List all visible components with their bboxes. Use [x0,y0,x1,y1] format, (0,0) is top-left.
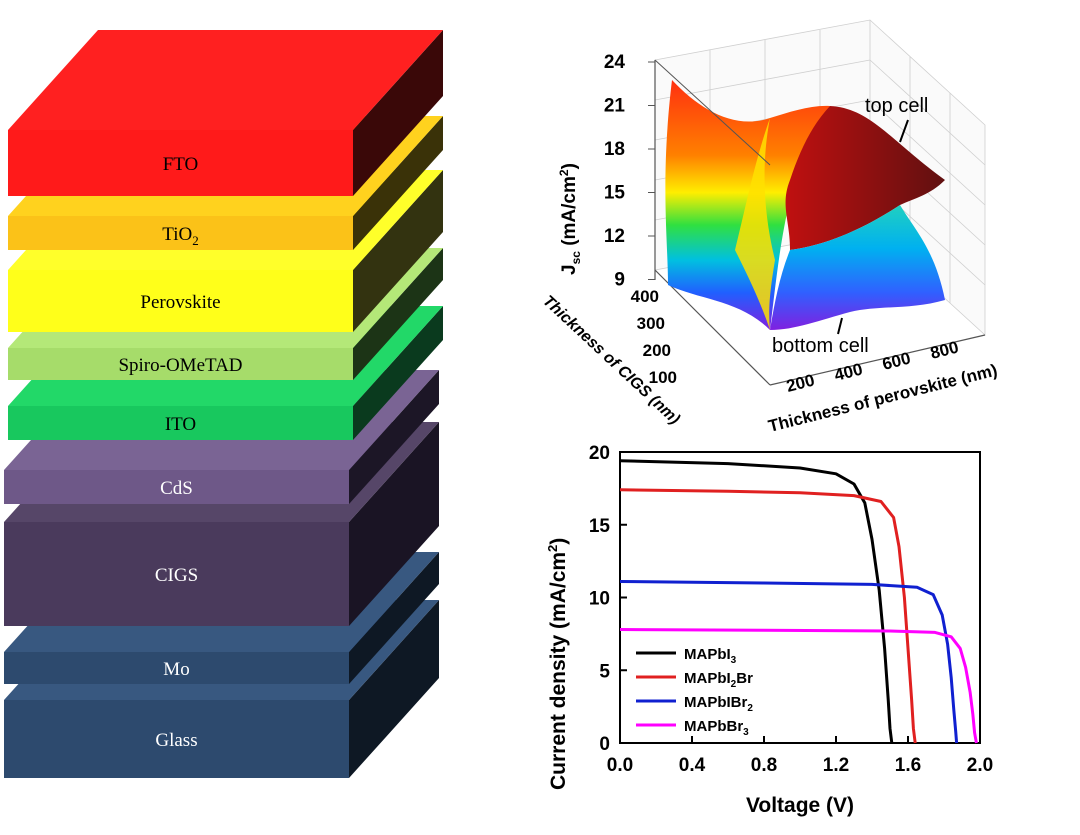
jsc-surface-plot: 24 21 18 15 12 9 400 300 200 100 200 400 600 800 Js… [539,19,999,436]
jv-legend: MAPbI3 MAPbI2Br MAPbIBr2 MAPbBr3 [636,646,753,738]
surface-z-tick-label: 24 [604,52,626,73]
surface-y-axis-label: Thickness of CIGS (nm) [539,292,683,428]
layer-fto-top-face [8,30,443,130]
surface-x-tick-label: 400 [832,360,864,385]
jv-x-axis-label: Voltage (V) [746,794,854,817]
jv-y-tick-label: 15 [589,516,611,537]
layer-spiro-side-face [353,248,443,380]
jv-legend-label-1: MAPbI3 [684,646,737,666]
jv-series-line-4 [619,628,978,744]
jv-series-line-1 [619,459,894,744]
jv-y-tick-label: 5 [599,661,610,682]
jv-x-tick-label: 2.0 [967,755,993,776]
layer-perovskite-label: Perovskite [140,292,220,313]
surface-z-tick-label: 18 [604,139,625,160]
surface-z-ticks: 24 21 18 15 12 9 [604,52,655,291]
surface-z-tick-label: 12 [604,226,625,247]
layer-cigs-side-face [349,422,439,626]
layer-perovskite-front-face [8,270,353,332]
annotation-bottom-cell: bottom cell [772,335,869,357]
annotation-bottom-cell-leader [837,317,843,335]
surface-y-tick-label: 300 [637,314,665,333]
surface-mesh [665,80,945,330]
jv-x-tick-label: 0.8 [751,755,777,776]
layer-tio2-front-face [8,216,353,250]
annotation-top-cell: top cell [865,95,928,117]
layer-cds-label: CdS [160,478,193,499]
jv-x-tick-label: 0.4 [679,755,706,776]
jv-x-tick-label: 1.2 [823,755,849,776]
jv-legend-label-3: MAPbIBr2 [684,694,753,714]
surface-bottom-cell-sheet [770,205,945,330]
layer-mo-label: Mo [163,659,189,680]
surface-z-tick-label: 21 [604,96,626,117]
layer-fto: FTO [8,30,443,196]
layer-cds-side-face [349,370,439,504]
jv-series-line-3 [619,580,959,744]
surface-z-tick-label: 9 [614,270,625,291]
surface-top-cell-plateau [785,106,945,250]
layer-fto-front-face [8,130,353,196]
layer-glass-side-face [349,600,439,778]
layer-ito-front-face [8,406,353,440]
layer-cds-front-face [4,470,349,504]
layer-tio2-side-face [353,116,443,250]
layer-glass-label: Glass [155,730,197,751]
layer-stack-diagram: GlassMoCIGSCdSITOSpiro-OMeTADPerovskiteT… [4,30,443,778]
jv-x-tick-label: 1.6 [895,755,921,776]
layer-mo-side-face [349,552,439,684]
surface-z-tick-label: 15 [604,183,626,204]
layer-cigs-front-face [4,522,349,626]
jv-y-tick-label: 0 [599,734,610,755]
annotation-top-cell-leader [899,119,909,143]
surface-front-edges [654,59,771,166]
layer-cigs-label: CIGS [155,565,198,586]
surface-z-axis-label: Jsc (mA/cm2) [557,163,583,275]
layer-ito-label: ITO [165,414,196,435]
jv-plot-frame [619,451,981,744]
surface-y-tick-label: 200 [643,341,671,360]
layer-fto-side-face [353,30,443,196]
layer-spiro-front-face [8,348,353,380]
layer-spiro-label: Spiro-OMeTAD [118,355,242,376]
surface-floor-axes [654,60,986,386]
surface-valley-fold [735,118,775,330]
jv-y-tick-label: 10 [589,589,610,610]
jv-y-tick-label: 20 [589,443,610,464]
surface-x-axis-label: Thickness of perovskite (nm) [766,361,999,436]
jv-series-line-2 [619,488,917,744]
surface-y-tick-label: 400 [631,287,659,306]
surface-x-tick-label: 800 [928,338,960,363]
layer-mo-front-face [4,652,349,684]
jv-y-axis-label: Current density (mA/cm2) [545,538,570,790]
jv-series-lines [619,459,978,744]
surface-x-tick-label: 600 [880,349,912,374]
layer-ito-side-face [353,306,443,440]
jv-legend-label-2: MAPbI2Br [684,670,753,690]
jv-axis-ticks: 0.0 0.4 0.8 1.2 1.6 2.0 0 5 10 15 20 [589,443,993,776]
surface-y-ticks: 400 300 200 100 [631,287,677,387]
layer-glass-front-face [4,700,349,778]
layer-perovskite-side-face [353,170,443,332]
surface-y-tick-label: 100 [649,368,677,387]
jv-curve-chart: 0.0 0.4 0.8 1.2 1.6 2.0 0 5 10 15 20 MAPbI3 MAPbI2B… [545,443,993,817]
jv-legend-label-4: MAPbBr3 [684,718,749,738]
surface-x-tick-label: 200 [784,371,816,396]
jv-x-tick-label: 0.0 [607,755,633,776]
layer-fto-label: FTO [163,154,199,175]
